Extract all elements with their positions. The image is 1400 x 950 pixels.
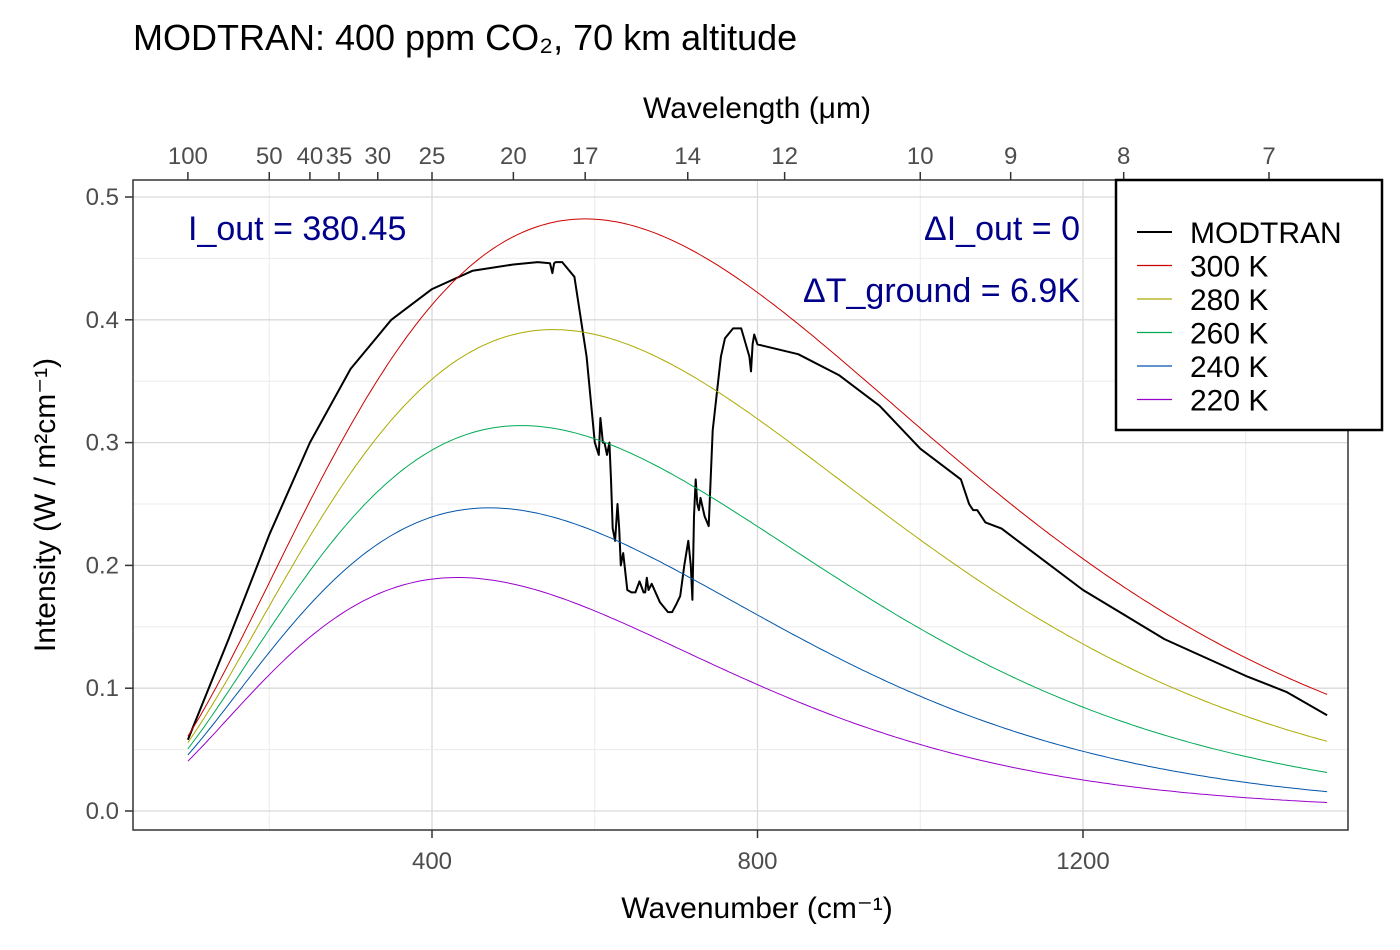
y-axis-title: Intensity (W / m²cm⁻¹): [29, 358, 62, 652]
chart-title: MODTRAN: 400 ppm CO₂, 70 km altitude: [133, 17, 797, 58]
legend-label-220-k: 220 K: [1190, 385, 1268, 418]
top-tick-label: 40: [297, 143, 324, 170]
top-tick-label: 10: [907, 143, 934, 170]
annotation-iout: I_out = 380.45: [188, 210, 406, 248]
annotation-delta-tground: ΔT_ground = 6.9K: [803, 272, 1080, 310]
series-line-300-k: [187, 218, 1328, 737]
legend-label-modtran: MODTRAN: [1190, 217, 1342, 250]
annotation-delta-iout: ΔI_out = 0: [924, 210, 1080, 248]
top-tick-label: 20: [500, 143, 527, 170]
top-tick-label: 17: [572, 143, 599, 170]
top-tick-label: 12: [771, 143, 798, 170]
top-tick-label: 50: [256, 143, 283, 170]
x-tick-label: 800: [737, 848, 777, 875]
y-tick-label: 0.5: [86, 184, 119, 211]
top-axis-ticks: 100 50 40 35 30 25 20 17 14 12 10 9 8 7: [168, 143, 1276, 180]
series-line-260-k: [187, 425, 1328, 773]
series-line-modtran: [186, 261, 1328, 741]
legend-label-240-k: 240 K: [1190, 351, 1268, 384]
top-tick-label: 14: [674, 143, 701, 170]
top-tick-label: 8: [1117, 143, 1130, 170]
top-tick-label: 30: [364, 143, 391, 170]
y-tick-label: 0.1: [86, 675, 119, 702]
plot-border: [132, 179, 1349, 831]
series-line-240-k: [187, 507, 1328, 793]
legend-box: [1114, 178, 1384, 432]
y-tick-label: 0.3: [86, 430, 119, 457]
series-line-280-k: [187, 329, 1328, 743]
series-line-220-k: [187, 577, 1328, 803]
y-tick-label: 0.0: [86, 798, 119, 825]
top-tick-label: 7: [1262, 143, 1275, 170]
top-tick-label: 9: [1004, 143, 1017, 170]
top-tick-label: 25: [419, 143, 446, 170]
y-tick-label: 0.2: [86, 552, 119, 579]
series-layer: [186, 218, 1328, 803]
top-tick-label: 100: [168, 143, 208, 170]
y-tick-label: 0.4: [86, 307, 119, 334]
x-tick-label: 400: [412, 848, 452, 875]
legend-label-300-k: 300 K: [1190, 251, 1268, 284]
top-tick-label: 35: [326, 143, 353, 170]
x-tick-label: 1200: [1056, 848, 1109, 875]
top-axis-title: Wavelength (μm): [643, 92, 871, 125]
legend-label-280-k: 280 K: [1190, 284, 1268, 317]
x-axis-title: Wavenumber (cm⁻¹): [621, 892, 892, 925]
legend-label-260-k: 260 K: [1190, 318, 1268, 351]
x-axis-ticks: 400 800 1200: [412, 830, 1110, 875]
y-axis-ticks: 0.0 0.1 0.2 0.3 0.4 0.5: [86, 184, 133, 825]
